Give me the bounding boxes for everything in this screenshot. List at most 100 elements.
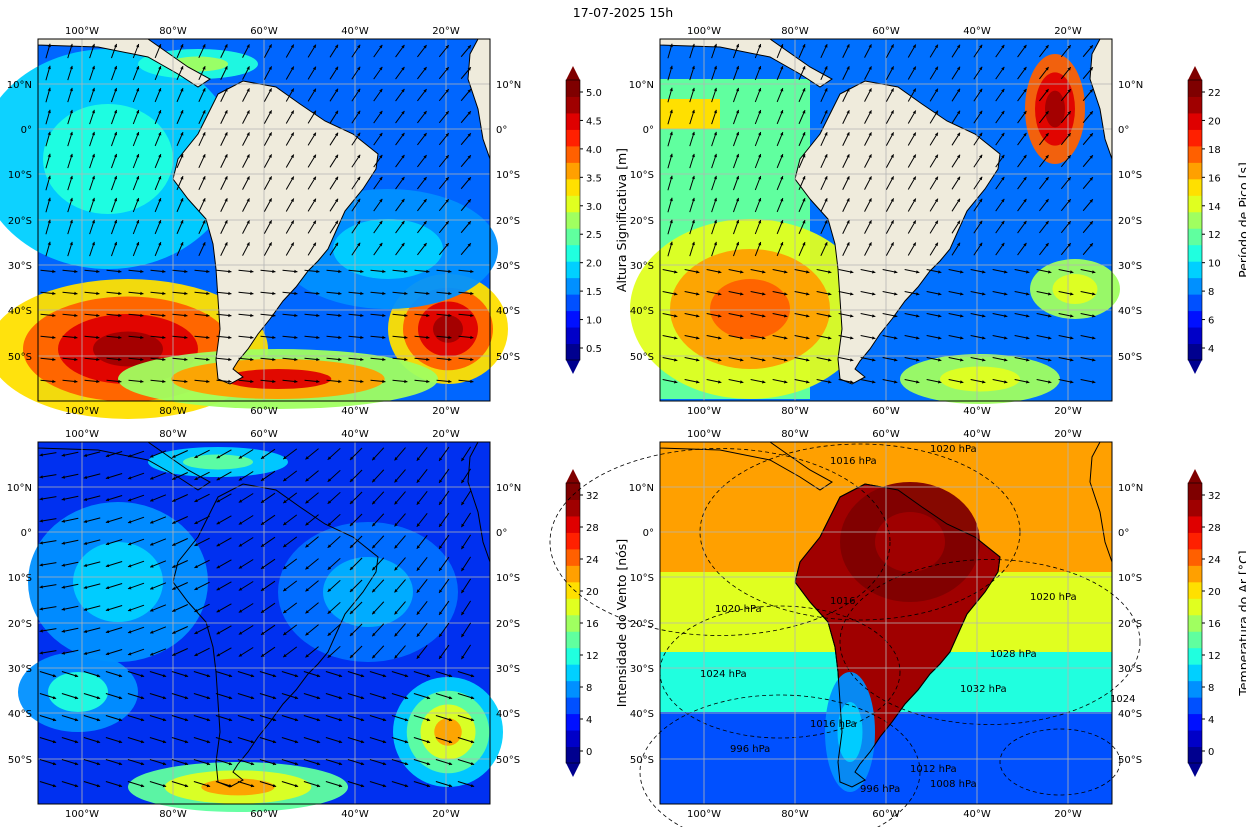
wind-streamline-arrow — [194, 608, 198, 612]
wave-direction-arrow — [1092, 358, 1096, 362]
wave-direction-arrow — [136, 66, 140, 70]
wave-direction-arrow — [445, 89, 449, 93]
lat-label-left: 0° — [643, 528, 654, 539]
wave-direction-arrow — [1067, 67, 1071, 71]
wave-direction-arrow — [467, 89, 471, 93]
wave-direction-arrow — [982, 270, 986, 274]
wind-streamline-arrow — [439, 457, 443, 461]
wave-direction-arrow — [740, 314, 744, 318]
wind-streamline-arrow — [105, 541, 110, 546]
wave-direction-arrow — [784, 292, 788, 296]
wind-streamline-arrow — [194, 520, 198, 524]
wave-direction-arrow — [956, 198, 961, 203]
lon-label-top: 100°W — [65, 26, 99, 37]
colorbar-segment — [566, 730, 580, 748]
wave-direction-arrow — [467, 45, 471, 49]
wind-streamline-arrow — [118, 674, 123, 678]
wind-streamline-arrow — [327, 500, 332, 504]
wave-direction-arrow — [850, 336, 854, 340]
wave-direction-arrow — [758, 198, 762, 202]
wave-direction-arrow — [850, 292, 854, 296]
wave-direction-arrow — [824, 88, 828, 92]
wave-direction-arrow — [1089, 67, 1093, 71]
wave-direction-arrow — [1045, 133, 1049, 137]
lon-label-top: 80°W — [781, 429, 809, 440]
wave-direction-arrow — [357, 154, 361, 159]
wave-direction-arrow — [272, 335, 276, 340]
wave-direction-arrow — [868, 88, 872, 92]
wave-direction-arrow — [979, 176, 983, 181]
wind-streamline-arrow — [250, 718, 255, 722]
wave-direction-arrow — [960, 314, 964, 318]
wave-direction-arrow — [691, 109, 695, 114]
wave-direction-arrow — [91, 197, 96, 202]
wave-direction-arrow — [448, 379, 452, 384]
wind-streamline-arrow — [238, 477, 243, 481]
wave-direction-arrow — [250, 379, 254, 384]
wave-direction-arrow — [691, 131, 695, 136]
wave-direction-arrow — [69, 219, 73, 224]
wave-direction-arrow — [1070, 380, 1074, 384]
lon-label-bottom: 20°W — [1054, 809, 1082, 820]
wind-streamline-arrow — [360, 740, 365, 744]
wave-direction-arrow — [934, 66, 938, 71]
wave-direction-arrow — [268, 242, 272, 246]
wave-direction-arrow — [91, 87, 96, 92]
colorbar-segment — [1188, 483, 1202, 500]
wave-direction-arrow — [91, 43, 96, 48]
wave-direction-arrow — [890, 198, 894, 202]
wave-direction-arrow — [268, 154, 272, 158]
wind-streamline-arrow — [52, 696, 57, 700]
wind-streamline-arrow — [105, 497, 110, 502]
wind-streamline-arrow — [105, 453, 110, 458]
wind-streamline-arrow — [127, 542, 132, 546]
wind-streamline-arrow — [327, 632, 332, 636]
wind-streamline-arrow — [172, 542, 176, 546]
colorbar-segment — [566, 112, 580, 130]
lat-label-left: 40°S — [8, 306, 32, 317]
wave-direction-arrow — [467, 221, 471, 225]
wave-direction-arrow — [1067, 243, 1071, 247]
wave-direction-arrow — [1092, 314, 1096, 318]
wind-streamline-arrow — [216, 499, 221, 503]
wave-direction-arrow — [982, 380, 986, 384]
wave-direction-arrow — [91, 153, 96, 158]
wind-streamline-arrow — [316, 674, 321, 678]
wind-streamline-arrow — [372, 654, 376, 659]
wave-direction-arrow — [158, 132, 162, 136]
wave-direction-arrow — [357, 88, 361, 93]
lon-label-top: 60°W — [872, 26, 900, 37]
lat-label-left: 40°S — [630, 709, 654, 720]
wave-direction-arrow — [401, 66, 405, 71]
wave-direction-arrow — [272, 313, 276, 318]
colorbar-segment — [566, 548, 580, 566]
wind-streamline-arrow — [150, 498, 154, 502]
colorbar-segment — [1188, 581, 1202, 599]
wave-direction-arrow — [669, 175, 673, 180]
wave-direction-arrow — [312, 176, 316, 181]
continent-south-america — [794, 483, 1001, 788]
wind-streamline-arrow — [283, 455, 287, 460]
isobar-label: 1016 hPa — [810, 719, 857, 730]
wave-direction-arrow — [1026, 314, 1030, 318]
wave-direction-arrow — [423, 67, 427, 71]
wave-direction-arrow — [735, 109, 740, 114]
wave-direction-arrow — [960, 336, 964, 340]
wave-direction-arrow — [334, 220, 339, 225]
temperature-andes-cold — [837, 702, 863, 762]
wave-direction-arrow — [91, 241, 96, 246]
wave-direction-arrow — [1089, 133, 1093, 137]
wave-direction-arrow — [334, 154, 339, 159]
wave-direction-arrow — [1092, 270, 1096, 274]
wind-streamline-arrow — [404, 784, 409, 788]
lat-label-right: 20°S — [496, 216, 520, 227]
wind-streamline-arrow — [238, 521, 243, 525]
wave-direction-arrow — [758, 132, 762, 136]
wave-direction-arrow — [979, 242, 983, 247]
wave-direction-arrow — [423, 133, 427, 137]
wind-streamline-arrow — [238, 455, 243, 459]
wave-direction-arrow — [246, 242, 250, 246]
wave-direction-arrow — [868, 176, 872, 180]
wind-streamline-arrow — [216, 521, 221, 525]
wave-direction-arrow — [894, 358, 898, 362]
